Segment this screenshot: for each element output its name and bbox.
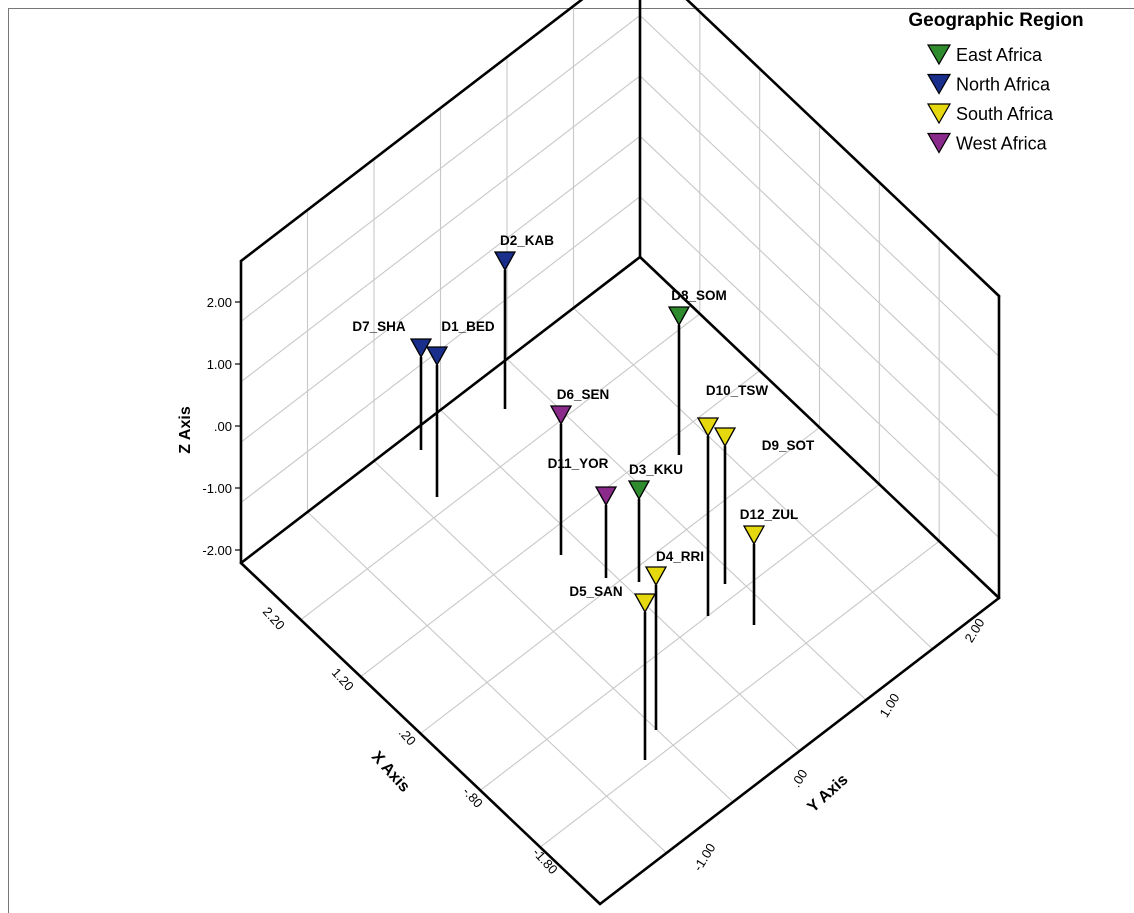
point-marker [742, 525, 766, 546]
point-label: D5_SAN [569, 584, 622, 599]
z-axis-label: Z Axis [177, 406, 194, 454]
z-tick-label: -1.00 [202, 481, 232, 496]
box-edge [638, 255, 1001, 600]
z-tick-label: .00 [214, 419, 232, 434]
legend-marker [926, 44, 952, 66]
x-tick-label: -.80 [460, 784, 486, 811]
data-point: D3_KKU [627, 462, 683, 582]
legend-marker [926, 132, 952, 154]
data-point: D1_BED [425, 319, 495, 497]
point-marker [713, 427, 737, 448]
wall-gridline [639, 75, 1000, 418]
gridlines [240, 6, 1000, 854]
legend-entry: South Africa [926, 103, 1054, 125]
point-label: D2_KAB [500, 233, 554, 248]
legend: Geographic Region East Africa North Afric… [908, 10, 1084, 154]
box-edge [239, 0, 584, 263]
data-point: D11_YOR [548, 456, 618, 578]
floor-gridline [440, 409, 800, 752]
legend-marker [926, 103, 952, 125]
floor-gridline [479, 483, 880, 791]
wall-gridline [240, 135, 641, 443]
data-point: D10_TSW [696, 383, 769, 616]
point-marker [409, 338, 433, 359]
legend-marker [926, 73, 952, 95]
data-point: D12_ZUL [740, 507, 799, 625]
point-label: D4_RRI [656, 549, 704, 564]
point-marker [627, 480, 651, 501]
point-marker [549, 405, 573, 426]
data-points: D1_BED D2_KAB D3_KKU D4_RRI D5_SAN D6_SEN D7_S… [352, 233, 815, 760]
legend-label: East Africa [956, 45, 1043, 65]
data-point: D7_SHA [352, 319, 433, 450]
legend-label: North Africa [956, 75, 1051, 95]
point-label: D3_KKU [629, 462, 683, 477]
point-marker [594, 486, 618, 507]
z-tick-label: -2.00 [202, 543, 232, 558]
box-edge [598, 596, 1001, 906]
y-tick-label: -1.00 [690, 841, 718, 874]
y-axis-label: Y Axis [804, 771, 851, 816]
legend-entry: East Africa [926, 44, 1043, 66]
point-marker [425, 346, 449, 367]
point-label: D9_SOT [762, 438, 815, 453]
point-label: D6_SEN [557, 387, 610, 402]
data-point: D2_KAB [493, 233, 554, 409]
box-edge [239, 561, 602, 906]
point-label: D8_SOM [671, 288, 727, 303]
x-tick-label: -1.80 [530, 845, 561, 877]
y-tick-label: .00 [788, 767, 810, 790]
point-marker [493, 251, 517, 272]
legend-entry: West Africa [926, 132, 1048, 154]
data-point: D6_SEN [549, 387, 610, 555]
data-point: D8_SOM [667, 288, 727, 455]
point-marker [696, 417, 720, 438]
data-point: D4_RRI [644, 549, 704, 730]
point-marker [633, 593, 657, 614]
point-label: D7_SHA [352, 319, 406, 334]
box-edge [239, 255, 642, 565]
legend-label: South Africa [956, 104, 1054, 124]
wall-gridline [240, 75, 641, 383]
point-marker [644, 566, 668, 587]
y-tick-label: 2.00 [961, 616, 987, 645]
point-label: D11_YOR [548, 456, 609, 471]
wall-gridline [639, 15, 1000, 357]
point-label: D10_TSW [706, 383, 769, 398]
legend-entry: North Africa [926, 73, 1051, 95]
point-marker [667, 306, 691, 327]
wall-gridline [639, 196, 1000, 538]
x-axis-label: X Axis [368, 748, 413, 795]
point-label: D12_ZUL [740, 507, 799, 522]
z-tick-label: 1.00 [207, 357, 232, 372]
z-tick-label: 2.00 [207, 295, 232, 310]
x-tick-label: 2.20 [260, 604, 288, 633]
wall-gridline [240, 14, 641, 322]
wall-gridline [639, 135, 1000, 478]
data-point: D9_SOT [713, 427, 815, 584]
box-edge [685, 0, 1001, 298]
box-edges [239, 0, 1001, 906]
data-point: D5_SAN [569, 584, 657, 760]
floor-gridline [573, 307, 933, 650]
point-label: D1_BED [441, 319, 495, 334]
legend-title: Geographic Region [908, 10, 1083, 31]
legend-label: West Africa [956, 134, 1048, 154]
y-tick-label: 1.00 [876, 691, 902, 720]
